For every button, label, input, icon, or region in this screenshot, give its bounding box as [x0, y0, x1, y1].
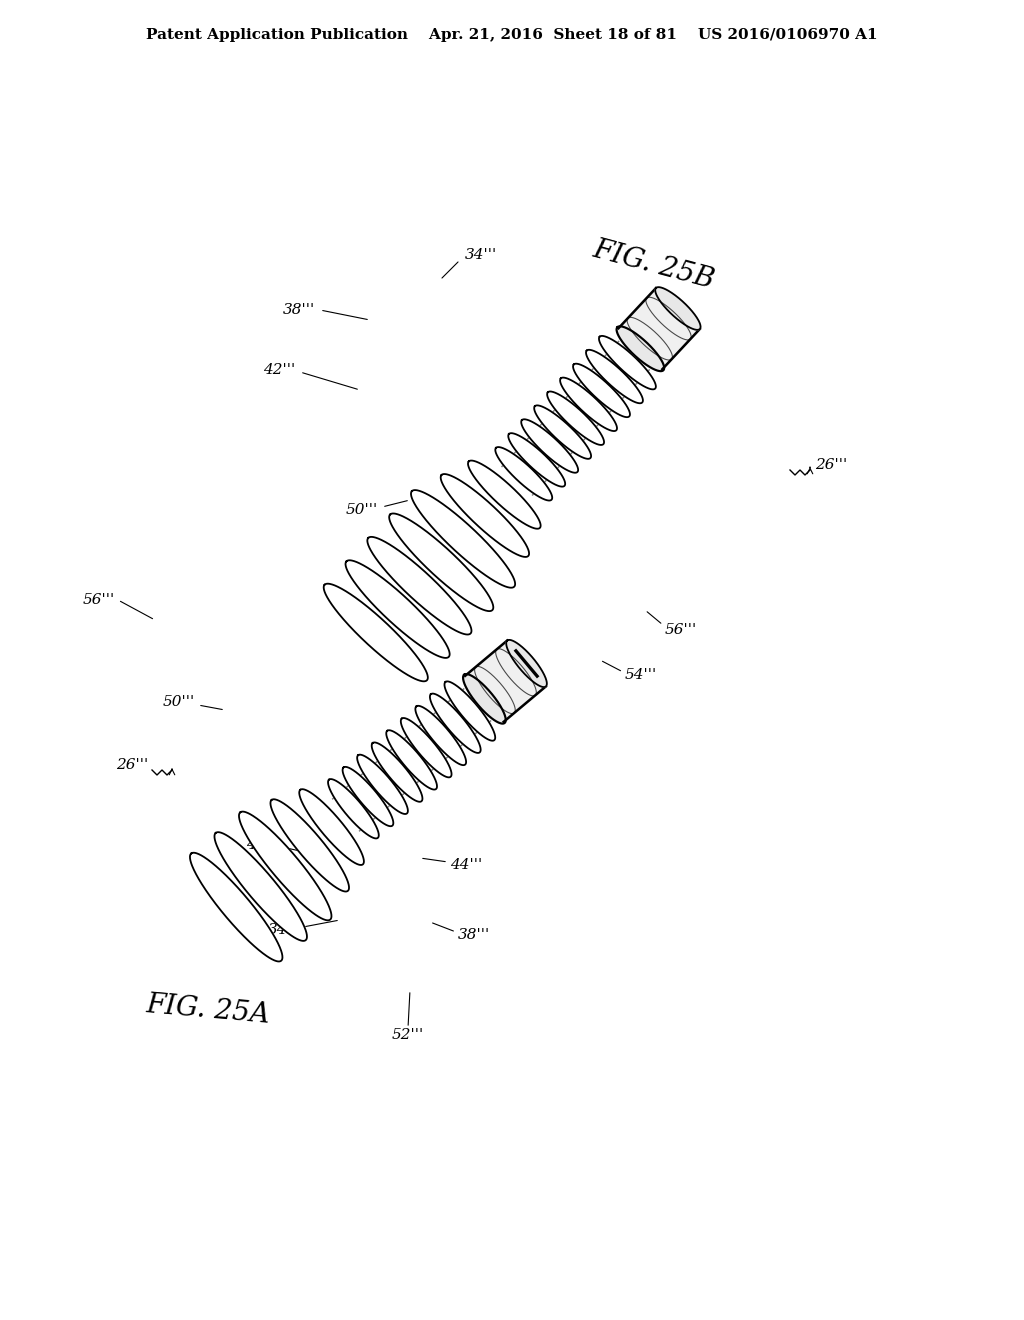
Text: 34''': 34''' — [267, 923, 300, 937]
Text: FIG. 25A: FIG. 25A — [145, 991, 271, 1028]
Text: 42''': 42''' — [263, 363, 295, 378]
Text: 38''': 38''' — [458, 928, 490, 942]
Text: 38''': 38''' — [283, 304, 315, 317]
Polygon shape — [463, 675, 506, 723]
Polygon shape — [372, 742, 423, 801]
Polygon shape — [430, 693, 480, 752]
Polygon shape — [343, 767, 393, 826]
Polygon shape — [270, 799, 349, 891]
Text: 52''': 52''' — [392, 1028, 424, 1041]
Polygon shape — [411, 490, 515, 587]
Polygon shape — [599, 335, 656, 389]
Polygon shape — [389, 513, 494, 611]
Polygon shape — [535, 405, 591, 459]
Text: FIG. 25B: FIG. 25B — [590, 236, 718, 294]
Polygon shape — [508, 433, 565, 487]
Polygon shape — [324, 583, 428, 681]
Polygon shape — [328, 779, 379, 838]
Polygon shape — [496, 447, 552, 500]
Polygon shape — [214, 832, 307, 941]
Polygon shape — [586, 350, 643, 404]
Text: 26''': 26''' — [815, 458, 847, 473]
Polygon shape — [299, 789, 364, 865]
Polygon shape — [444, 681, 496, 741]
Polygon shape — [506, 640, 547, 688]
Polygon shape — [618, 288, 699, 370]
Text: 42''': 42''' — [246, 838, 278, 851]
Text: 50''': 50''' — [163, 696, 195, 709]
Polygon shape — [189, 853, 283, 961]
Polygon shape — [345, 560, 450, 657]
Text: Patent Application Publication    Apr. 21, 2016  Sheet 18 of 81    US 2016/01069: Patent Application Publication Apr. 21, … — [146, 28, 878, 42]
Text: 56''': 56''' — [665, 623, 697, 638]
Polygon shape — [468, 461, 541, 529]
Polygon shape — [521, 420, 579, 473]
Text: 50''': 50''' — [346, 503, 378, 517]
Text: 34''': 34''' — [465, 248, 498, 261]
Polygon shape — [560, 378, 617, 432]
Polygon shape — [616, 326, 665, 371]
Polygon shape — [239, 812, 332, 920]
Polygon shape — [357, 755, 408, 814]
Polygon shape — [573, 364, 630, 417]
Polygon shape — [400, 718, 452, 777]
Polygon shape — [465, 640, 546, 722]
Polygon shape — [547, 392, 604, 445]
Text: 54''': 54''' — [625, 668, 657, 682]
Text: 56''': 56''' — [83, 593, 115, 607]
Polygon shape — [386, 730, 437, 789]
Text: 44''': 44''' — [450, 858, 482, 873]
Polygon shape — [416, 706, 466, 766]
Text: 26''': 26''' — [116, 758, 148, 772]
Polygon shape — [655, 288, 700, 330]
Polygon shape — [440, 474, 529, 557]
Polygon shape — [368, 537, 471, 635]
